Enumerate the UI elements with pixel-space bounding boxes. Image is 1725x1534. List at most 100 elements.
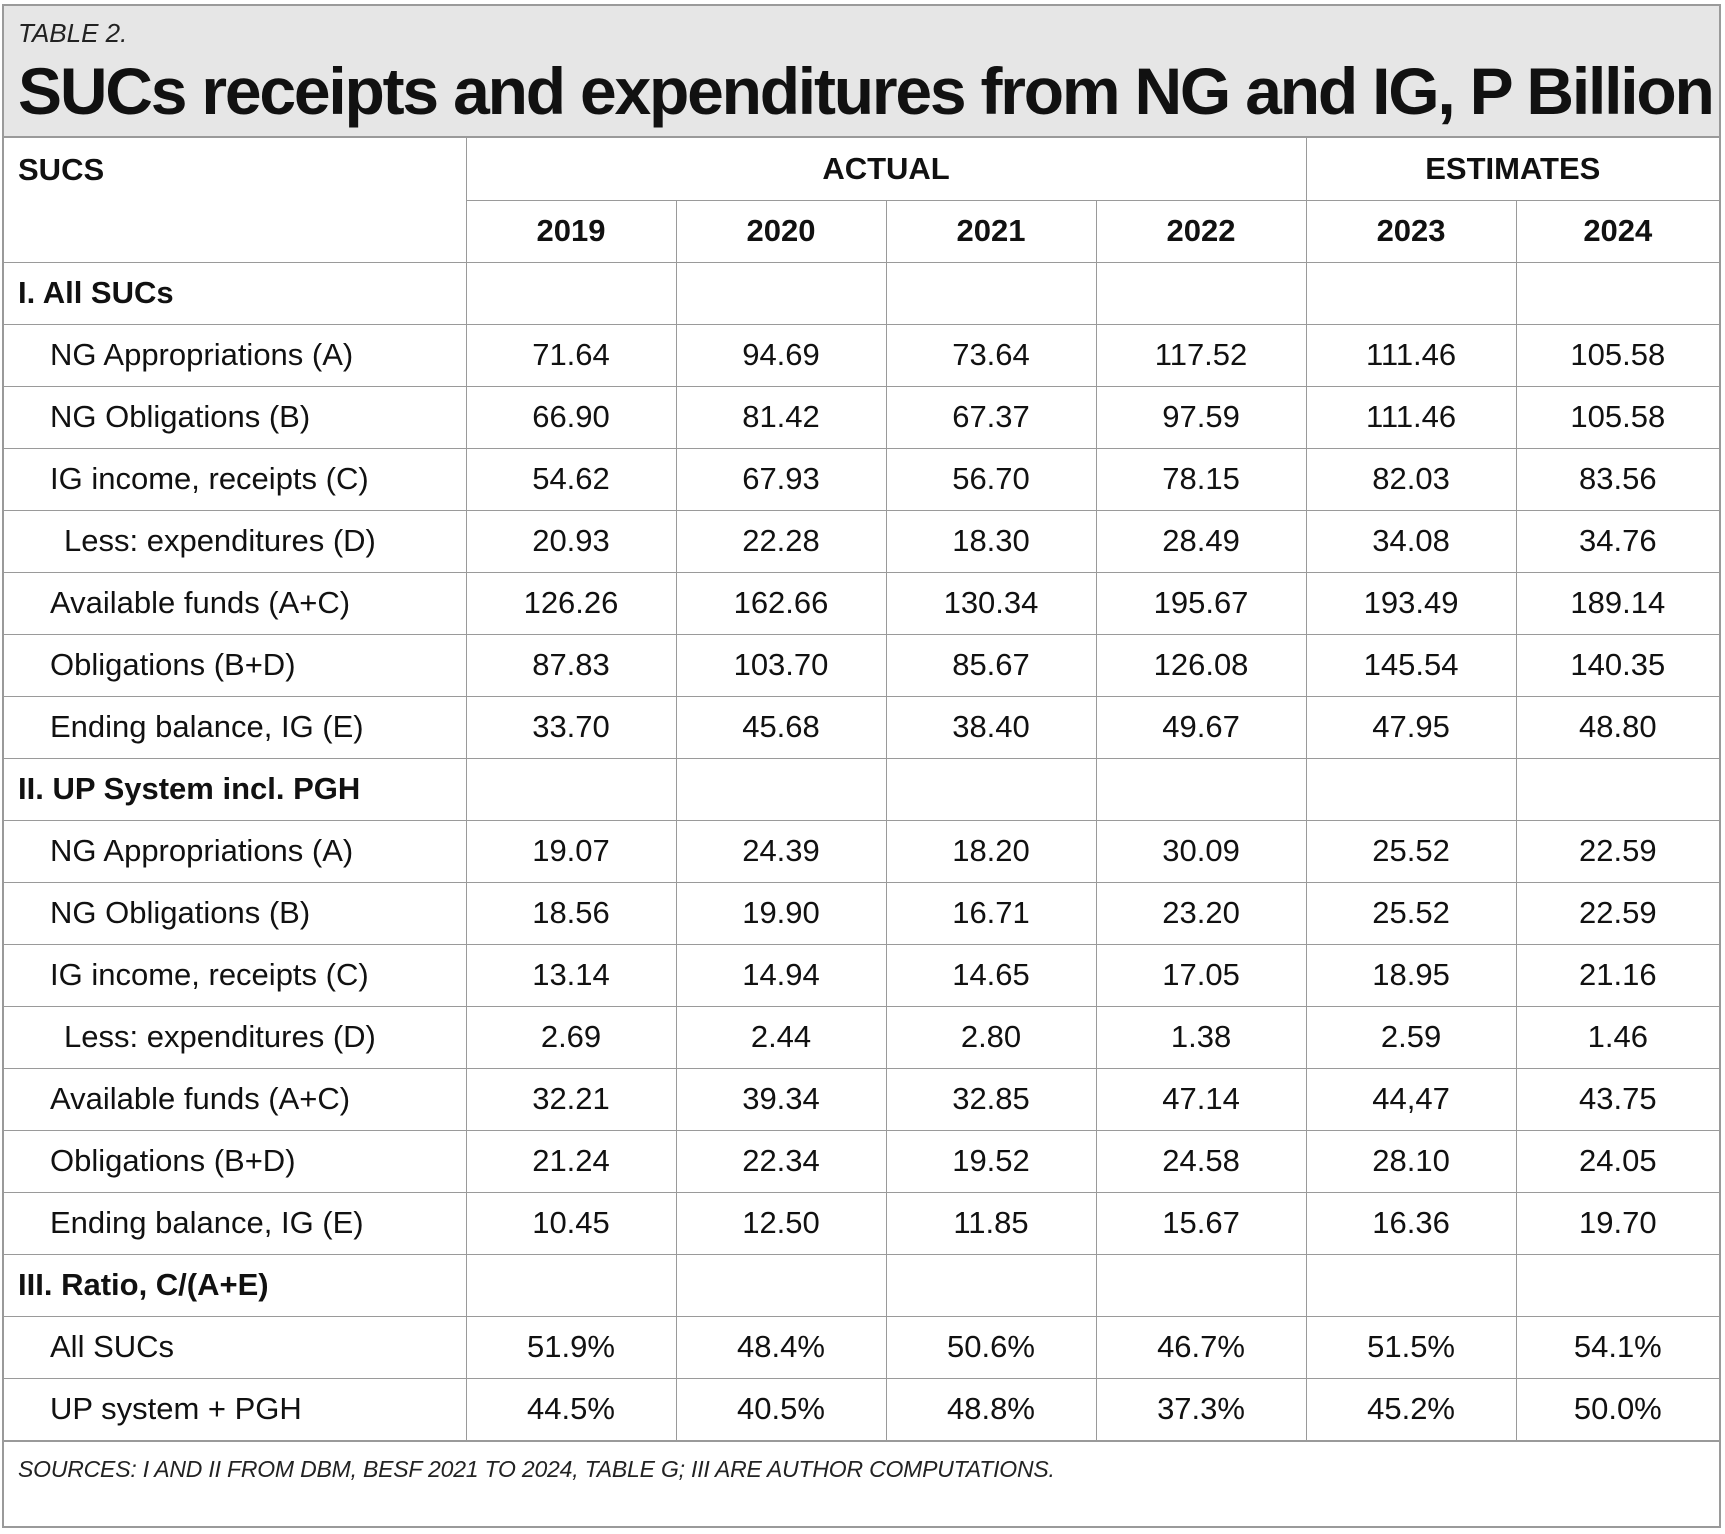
empty-cell bbox=[675, 757, 887, 821]
value-cell: 97.59 bbox=[1095, 385, 1307, 449]
table-row: Less: expenditures (D) 2.69 2.44 2.80 1.38 2.… bbox=[4, 1005, 1720, 1069]
value-cell: 18.30 bbox=[885, 509, 1097, 573]
value-cell: 162.66 bbox=[675, 571, 887, 635]
empty-cell bbox=[1515, 1253, 1720, 1317]
year-header: 2024 bbox=[1515, 199, 1720, 263]
empty-cell bbox=[885, 1253, 1097, 1317]
value-cell: 105.58 bbox=[1515, 385, 1720, 449]
value-cell: 51.5% bbox=[1305, 1315, 1517, 1379]
table-row: NG Obligations (B) 66.90 81.42 67.37 97.59 11… bbox=[4, 385, 1720, 449]
value-cell: 47.14 bbox=[1095, 1067, 1307, 1131]
value-cell: 189.14 bbox=[1515, 571, 1720, 635]
value-cell: 32.21 bbox=[465, 1067, 677, 1131]
value-cell: 50.6% bbox=[885, 1315, 1097, 1379]
empty-cell bbox=[1095, 757, 1307, 821]
row-label: Obligations (B+D) bbox=[4, 633, 467, 697]
value-cell: 105.58 bbox=[1515, 323, 1720, 387]
value-cell: 47.95 bbox=[1305, 695, 1517, 759]
table-row: Available funds (A+C) 32.21 39.34 32.85 47.1… bbox=[4, 1067, 1720, 1131]
value-cell: 24.05 bbox=[1515, 1129, 1720, 1193]
value-cell: 12.50 bbox=[675, 1191, 887, 1255]
value-cell: 78.15 bbox=[1095, 447, 1307, 511]
value-cell: 22.59 bbox=[1515, 881, 1720, 945]
empty-cell bbox=[1515, 757, 1720, 821]
value-cell: 2.59 bbox=[1305, 1005, 1517, 1069]
value-cell: 23.20 bbox=[1095, 881, 1307, 945]
value-cell: 40.5% bbox=[675, 1377, 887, 1441]
table-row: NG Obligations (B) 18.56 19.90 16.71 23.20 25… bbox=[4, 881, 1720, 945]
table-label: TABLE 2. bbox=[18, 18, 128, 48]
value-cell: 48.4% bbox=[675, 1315, 887, 1379]
data-table: SUCS ACTUAL ESTIMATES 2019 2020 2021 202… bbox=[4, 138, 1720, 1441]
value-cell: 83.56 bbox=[1515, 447, 1720, 511]
table-row: Ending balance, IG (E) 10.45 12.50 11.85 15.… bbox=[4, 1191, 1720, 1255]
value-cell: 49.67 bbox=[1095, 695, 1307, 759]
value-cell: 21.24 bbox=[465, 1129, 677, 1193]
section-title: III. Ratio, C/(A+E) bbox=[4, 1253, 467, 1317]
empty-cell bbox=[1095, 261, 1307, 325]
value-cell: 48.80 bbox=[1515, 695, 1720, 759]
value-cell: 33.70 bbox=[465, 695, 677, 759]
empty-cell bbox=[465, 261, 677, 325]
value-cell: 45.2% bbox=[1305, 1377, 1517, 1441]
value-cell: 34.08 bbox=[1305, 509, 1517, 573]
value-cell: 13.14 bbox=[465, 943, 677, 1007]
value-cell: 19.90 bbox=[675, 881, 887, 945]
empty-cell bbox=[465, 757, 677, 821]
value-cell: 193.49 bbox=[1305, 571, 1517, 635]
value-cell: 38.40 bbox=[885, 695, 1097, 759]
empty-cell bbox=[1305, 757, 1517, 821]
value-cell: 44,47 bbox=[1305, 1067, 1517, 1131]
value-cell: 19.07 bbox=[465, 819, 677, 883]
value-cell: 111.46 bbox=[1305, 323, 1517, 387]
table-row: Ending balance, IG (E) 33.70 45.68 38.40 49.… bbox=[4, 695, 1720, 759]
value-cell: 44.5% bbox=[465, 1377, 677, 1441]
value-cell: 56.70 bbox=[885, 447, 1097, 511]
value-cell: 22.59 bbox=[1515, 819, 1720, 883]
table-row: IG income, receipts (C) 54.62 67.93 56.70 78… bbox=[4, 447, 1720, 511]
table-row: All SUCs 51.9% 48.4% 50.6% 46.7% 51.5% 54.1% bbox=[4, 1315, 1720, 1379]
value-cell: 117.52 bbox=[1095, 323, 1307, 387]
value-cell: 2.69 bbox=[465, 1005, 677, 1069]
value-cell: 25.52 bbox=[1305, 881, 1517, 945]
header-row-groups: SUCS ACTUAL ESTIMATES bbox=[4, 138, 1720, 263]
section-title: II. UP System incl. PGH bbox=[4, 757, 467, 821]
value-cell: 19.70 bbox=[1515, 1191, 1720, 1255]
value-cell: 103.70 bbox=[675, 633, 887, 697]
value-cell: 54.1% bbox=[1515, 1315, 1720, 1379]
value-cell: 48.8% bbox=[885, 1377, 1097, 1441]
value-cell: 85.67 bbox=[885, 633, 1097, 697]
table-row: NG Appropriations (A) 71.64 94.69 73.64 117.… bbox=[4, 323, 1720, 387]
value-cell: 15.67 bbox=[1095, 1191, 1307, 1255]
value-cell: 14.65 bbox=[885, 943, 1097, 1007]
year-header: 2020 bbox=[675, 199, 887, 263]
value-cell: 66.90 bbox=[465, 385, 677, 449]
empty-cell bbox=[885, 261, 1097, 325]
value-cell: 111.46 bbox=[1305, 385, 1517, 449]
empty-cell bbox=[1305, 261, 1517, 325]
row-label: Available funds (A+C) bbox=[4, 1067, 467, 1131]
value-cell: 145.54 bbox=[1305, 633, 1517, 697]
row-label: Available funds (A+C) bbox=[4, 571, 467, 635]
value-cell: 17.05 bbox=[1095, 943, 1307, 1007]
year-header: 2023 bbox=[1305, 199, 1517, 263]
table-title: SUCs receipts and expenditures from NG a… bbox=[18, 54, 1715, 128]
value-cell: 16.36 bbox=[1305, 1191, 1517, 1255]
value-cell: 2.80 bbox=[885, 1005, 1097, 1069]
empty-cell bbox=[465, 1253, 677, 1317]
figure-header: TABLE 2. SUCs receipts and expenditures … bbox=[4, 6, 1719, 138]
table-figure: TABLE 2. SUCs receipts and expenditures … bbox=[2, 4, 1721, 1528]
row-label: Ending balance, IG (E) bbox=[4, 1191, 467, 1255]
value-cell: 20.93 bbox=[465, 509, 677, 573]
value-cell: 195.67 bbox=[1095, 571, 1307, 635]
value-cell: 25.52 bbox=[1305, 819, 1517, 883]
table-row: Obligations (B+D) 21.24 22.34 19.52 24.58 28.… bbox=[4, 1129, 1720, 1193]
group-header-actual: ACTUAL bbox=[465, 138, 1307, 201]
table-body: I. All SUCs NG Appropriations (A) 71.64 94.… bbox=[4, 261, 1720, 1441]
row-label: Less: expenditures (D) bbox=[4, 1005, 467, 1069]
table-row: IG income, receipts (C) 13.14 14.94 14.65 17… bbox=[4, 943, 1720, 1007]
value-cell: 87.83 bbox=[465, 633, 677, 697]
value-cell: 45.68 bbox=[675, 695, 887, 759]
row-label: UP system + PGH bbox=[4, 1377, 467, 1441]
value-cell: 46.7% bbox=[1095, 1315, 1307, 1379]
